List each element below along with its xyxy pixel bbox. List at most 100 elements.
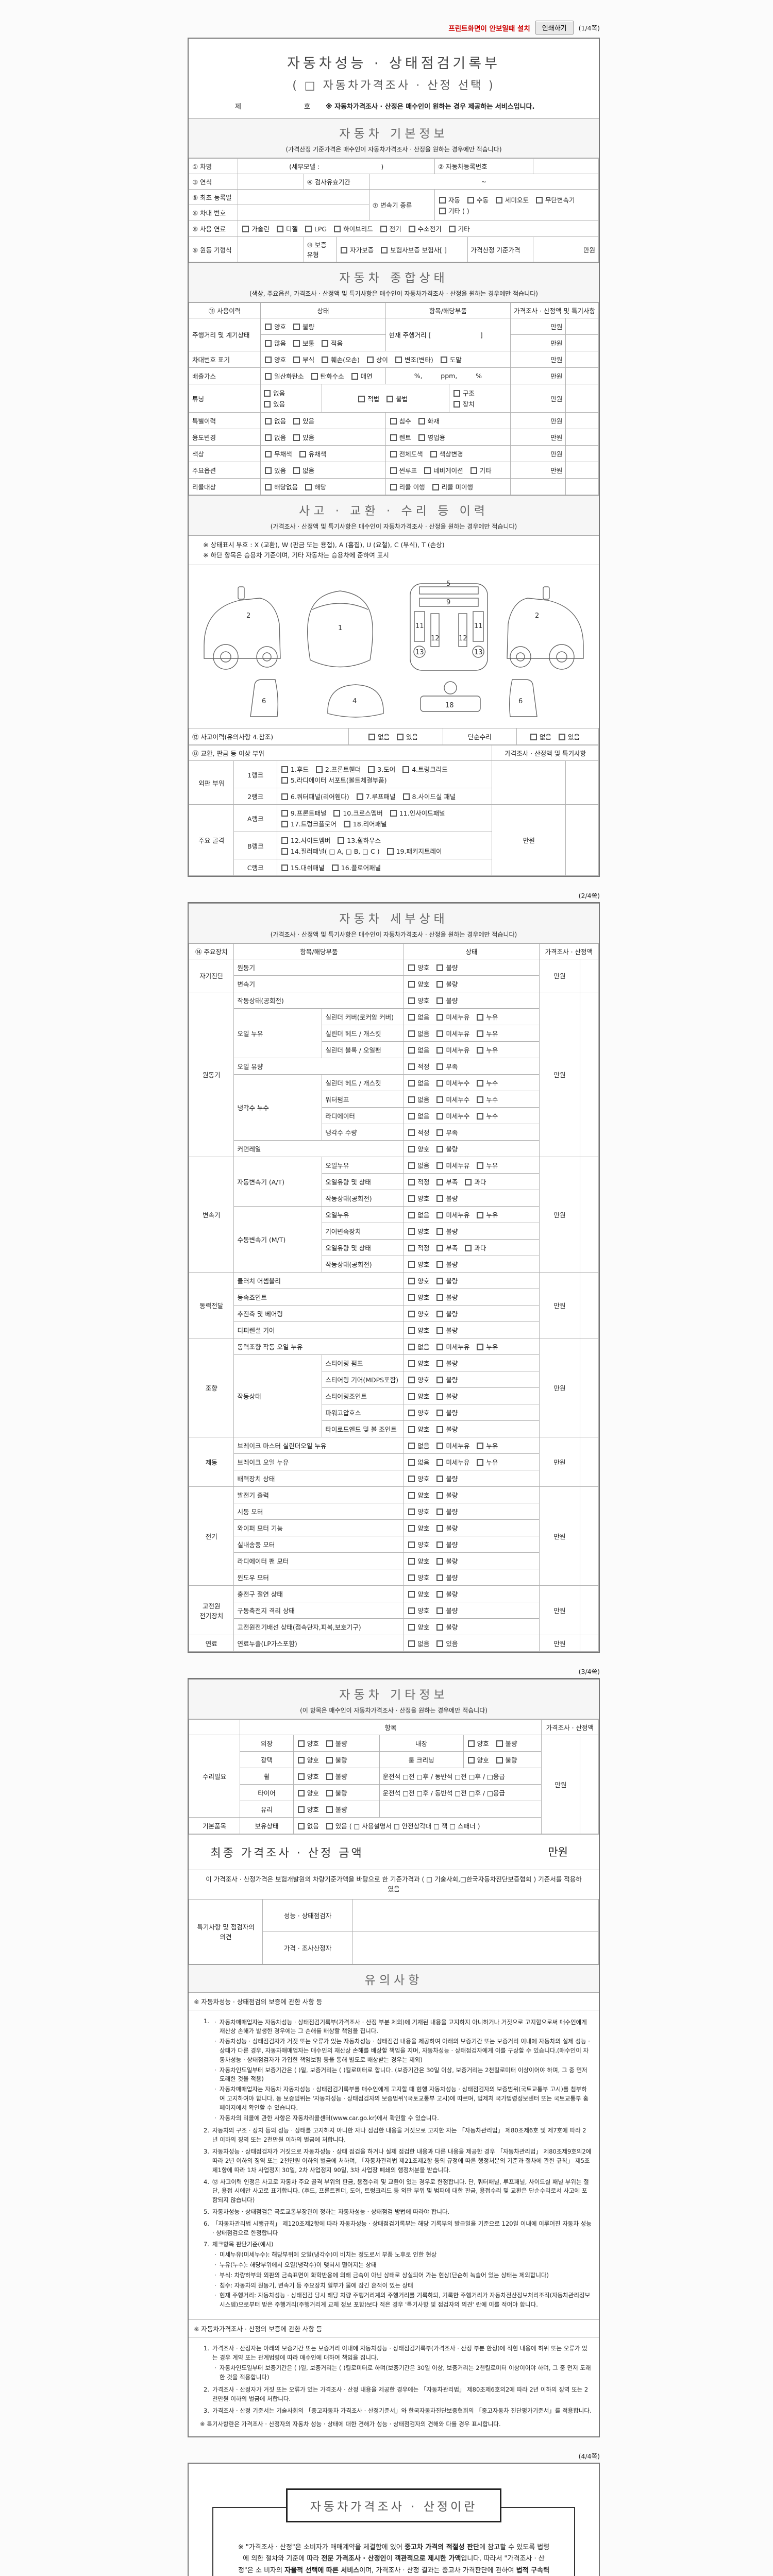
checkbox-option[interactable]: 불량 — [436, 1276, 458, 1285]
checkbox-icon[interactable] — [331, 865, 339, 871]
checkbox-option[interactable]: 있음 — [264, 399, 318, 409]
checkbox-option[interactable]: 16.플로어패널 — [331, 862, 381, 872]
checkbox-icon[interactable] — [439, 196, 446, 204]
checkbox-option[interactable]: 불량 — [436, 1325, 458, 1335]
checkbox-option[interactable]: 미세누유 — [436, 1160, 469, 1170]
checkbox-icon[interactable] — [408, 1492, 415, 1499]
checkbox-icon[interactable] — [436, 1014, 444, 1021]
checkbox-option[interactable]: 부족 — [436, 1061, 458, 1071]
checkbox-icon[interactable] — [390, 467, 397, 474]
checkbox-icon[interactable] — [408, 1541, 415, 1548]
checkbox-icon[interactable] — [477, 1030, 484, 1037]
checkbox-option[interactable]: 불량 — [436, 1539, 458, 1549]
checkbox-icon[interactable] — [380, 226, 387, 232]
checkbox-option[interactable]: 영업용 — [418, 432, 445, 442]
checkbox-icon[interactable] — [436, 1195, 444, 1202]
checkbox-icon[interactable] — [299, 451, 306, 457]
checkbox-option[interactable]: 누유 — [477, 1342, 498, 1351]
checkbox-icon[interactable] — [436, 1344, 444, 1350]
checkbox-icon[interactable] — [408, 1525, 415, 1532]
checkbox-option[interactable]: 양호 — [408, 1276, 429, 1285]
checkbox-option[interactable]: 3.도어 — [368, 764, 395, 774]
checkbox-option[interactable]: 양호 — [408, 1523, 429, 1533]
checkbox-icon[interactable] — [281, 766, 288, 773]
checkbox-option[interactable]: 적정 — [408, 1061, 429, 1071]
checkbox-icon[interactable] — [408, 1047, 415, 1054]
checkbox-option[interactable]: 없음 — [368, 732, 390, 741]
checkbox-option[interactable]: 자동 — [439, 195, 460, 205]
checkbox-option[interactable]: 누수 — [477, 1078, 498, 1088]
checkbox-option[interactable]: 누수 — [477, 1094, 498, 1104]
checkbox-option[interactable]: 8.사이드실 패널 — [402, 791, 456, 801]
checkbox-icon[interactable] — [408, 1146, 415, 1153]
checkbox-option[interactable]: 9.프론트패널 — [281, 808, 326, 818]
checkbox-icon[interactable] — [408, 1129, 415, 1136]
checkbox-icon[interactable] — [439, 207, 446, 214]
checkbox-option[interactable]: 적정 — [408, 1243, 429, 1252]
checkbox-option[interactable]: 네비게이션 — [424, 465, 463, 475]
checkbox-option[interactable]: 1.후드 — [281, 764, 309, 774]
checkbox-icon[interactable] — [408, 1311, 415, 1317]
checkbox-icon[interactable] — [436, 1591, 444, 1598]
checkbox-icon[interactable] — [436, 1245, 444, 1251]
checkbox-option[interactable]: 불량 — [436, 1408, 458, 1417]
checkbox-option[interactable]: 양호 — [408, 979, 429, 989]
checkbox-option[interactable]: 침수 — [390, 416, 411, 426]
checkbox-option[interactable]: 불량 — [496, 1738, 517, 1748]
checkbox-icon[interactable] — [477, 1459, 484, 1466]
checkbox-icon[interactable] — [386, 848, 394, 855]
checkbox-option[interactable]: 보통 — [293, 338, 314, 348]
checkbox-icon[interactable] — [265, 340, 272, 347]
checkbox-option[interactable]: 14.필러패널( □ A, □ B, □ C ) — [281, 846, 380, 856]
checkbox-option[interactable]: 양호 — [408, 1391, 429, 1401]
checkbox-icon[interactable] — [311, 373, 318, 380]
checkbox-icon[interactable] — [326, 1790, 333, 1797]
checkbox-option[interactable]: 디젤 — [276, 224, 298, 233]
checkbox-icon[interactable] — [281, 865, 288, 871]
checkbox-icon[interactable] — [418, 418, 425, 425]
checkbox-option[interactable]: 없음 — [408, 1457, 429, 1467]
checkbox-icon[interactable] — [496, 1740, 503, 1747]
checkbox-icon[interactable] — [408, 1212, 415, 1218]
checkbox-option[interactable]: 과다 — [465, 1243, 486, 1252]
checkbox-option[interactable]: 불량 — [436, 1424, 458, 1434]
checkbox-option[interactable]: 양호 — [408, 1572, 429, 1582]
checkbox-icon[interactable] — [436, 1574, 444, 1581]
checkbox-option[interactable]: 불량 — [436, 1556, 458, 1566]
checkbox-option[interactable]: 불량 — [436, 1309, 458, 1318]
checkbox-icon[interactable] — [265, 373, 272, 380]
checkbox-icon[interactable] — [477, 1212, 484, 1218]
checkbox-icon[interactable] — [297, 1823, 305, 1829]
checkbox-icon[interactable] — [436, 1146, 444, 1153]
checkbox-option[interactable]: 미세누유 — [436, 1028, 469, 1038]
checkbox-option[interactable]: 누수 — [477, 1111, 498, 1121]
checkbox-option[interactable]: 불량 — [326, 1755, 347, 1765]
checkbox-icon[interactable] — [436, 1410, 444, 1416]
checkbox-option[interactable]: 없음 — [293, 465, 314, 475]
checkbox-icon[interactable] — [408, 1443, 415, 1449]
checkbox-icon[interactable] — [326, 1757, 333, 1764]
checkbox-option[interactable]: 미세누수 — [436, 1111, 469, 1121]
checkbox-option[interactable]: 없음 — [408, 1638, 429, 1648]
checkbox-option[interactable]: 불량 — [436, 1589, 458, 1599]
checkbox-icon[interactable] — [402, 793, 410, 800]
checkbox-option[interactable]: 불량 — [436, 1473, 458, 1483]
checkbox-icon[interactable] — [436, 1047, 444, 1054]
checkbox-icon[interactable] — [477, 1080, 484, 1087]
checkbox-option[interactable]: 누유 — [477, 1028, 498, 1038]
checkbox-option[interactable]: 양호 — [408, 1325, 429, 1335]
checkbox-icon[interactable] — [436, 1443, 444, 1449]
checkbox-icon[interactable] — [408, 1410, 415, 1416]
checkbox-icon[interactable] — [356, 793, 363, 800]
checkbox-icon[interactable] — [436, 1426, 444, 1433]
checkbox-option[interactable]: 불법 — [386, 394, 408, 403]
checkbox-icon[interactable] — [453, 390, 460, 397]
checkbox-icon[interactable] — [408, 1509, 415, 1515]
checkbox-option[interactable]: 적정 — [408, 1127, 429, 1137]
checkbox-option[interactable]: 기타 — [448, 224, 470, 233]
checkbox-option[interactable]: 색상변경 — [430, 449, 463, 459]
checkbox-icon[interactable] — [265, 434, 272, 441]
checkbox-icon[interactable] — [343, 821, 350, 827]
checkbox-icon[interactable] — [408, 1030, 415, 1037]
checkbox-option[interactable]: 양호 — [265, 321, 286, 331]
